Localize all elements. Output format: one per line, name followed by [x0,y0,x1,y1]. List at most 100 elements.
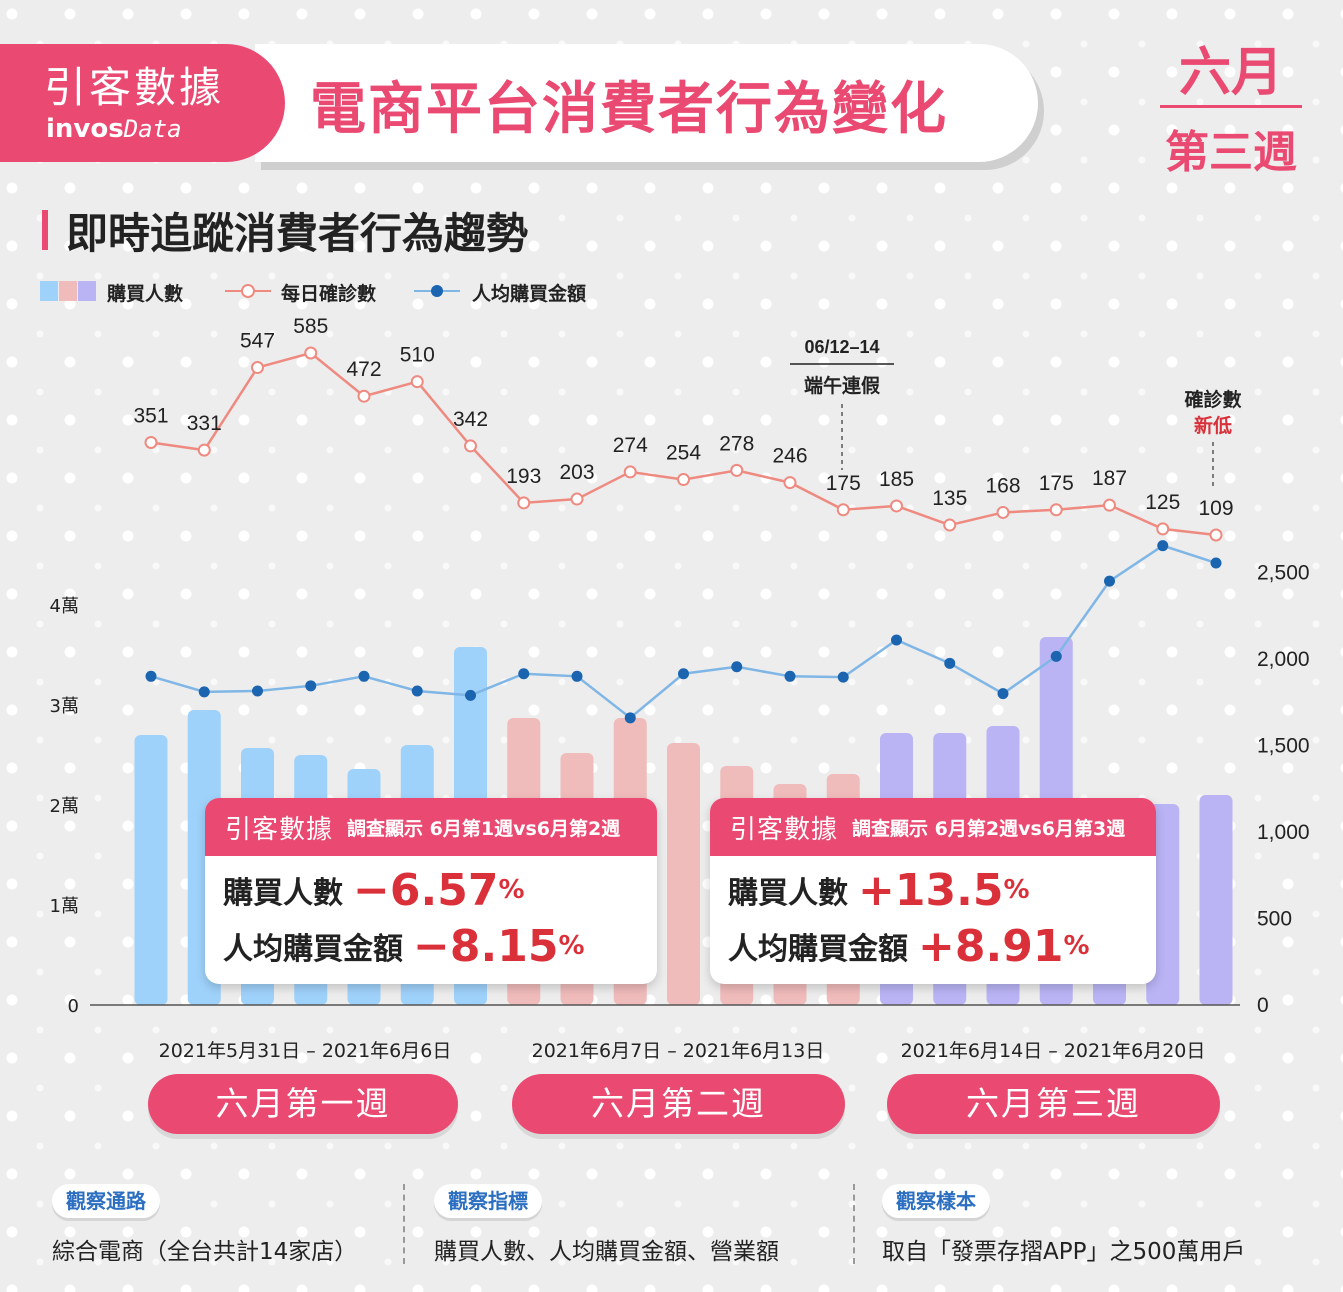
footer-tag-sample: 觀察樣本 [882,1184,990,1218]
stat-row-buyers: 購買人數 +13.5 % [710,862,1156,918]
confirmed-data-label: 193 [506,465,541,488]
stat-box-header: 引客數據 調查顯示 6月第1週vs6月第2週 [205,798,657,856]
footer-divider [403,1184,405,1264]
brand-name-cn: 引客數據 [44,63,225,112]
left-axis-tick: 0 [68,996,79,1017]
avg-spend-point [944,657,956,669]
low-annotation-line1: 確診數 [1184,388,1241,411]
brand-name-data: Data [123,115,182,143]
stat-box-week1-vs-week2: 引客數據 調查顯示 6月第1週vs6月第2週 購買人數 −6.57 % 人均購買… [205,798,657,984]
issue-week: 第三週 [1165,127,1297,178]
avg-spend-point [1050,650,1062,662]
confirmed-data-label: 472 [346,358,381,381]
stat-row-buyers: 購買人數 −6.57 % [205,862,657,918]
confirmed-point [730,463,744,477]
legend-confirmed-swatch [225,284,271,298]
stat-unit: % [498,875,525,905]
confirmed-data-label: 342 [453,408,488,431]
confirmed-data-label: 246 [772,445,807,468]
footer-divider [853,1184,855,1264]
brand-logo: invosData [46,114,182,144]
stat-label: 購買人數 [223,876,343,911]
week3-pill: 六月第三週 [887,1074,1220,1134]
stat-unit: % [1063,931,1090,961]
confirmed-point [197,443,211,457]
right-axis-tick: 1,500 [1257,735,1310,758]
avg-spend-point [837,671,849,683]
stat-box-desc: 調查顯示 6月第1週vs6月第2週 [347,817,621,840]
confirmed-data-label: 125 [1145,491,1180,514]
confirmed-point [464,439,477,453]
week1-pill: 六月第一週 [148,1074,458,1134]
bar-6/10 [667,743,700,1005]
footer-text-sample: 取自「發票存摺APP」之500萬用戶 [882,1239,1246,1265]
confirmed-data-label: 203 [559,461,594,484]
confirmed-data-label: 175 [826,472,861,495]
legend-avg-swatch [414,285,460,297]
confirmed-data-label: 135 [932,487,967,510]
avg-spend-point [305,680,317,692]
confirmed-point [144,435,158,449]
confirmed-data-label: 274 [613,434,648,457]
confirmed-point [943,518,957,532]
right-axis-tick: 2,000 [1257,648,1310,671]
avg-spend-point [1157,540,1169,552]
avg-spend-point [198,686,210,698]
confirmed-data-label: 187 [1092,467,1127,490]
stat-row-avg-spend: 人均購買金額 +8.91 % [710,918,1156,974]
section-marker [42,210,48,250]
right-axis-tick: 500 [1257,908,1292,931]
left-axis-tick: 3萬 [50,696,79,717]
left-axis-tick: 1萬 [50,896,79,917]
avg-spend-point [1210,557,1222,569]
stat-box-week2-vs-week3: 引客數據 調查顯示 6月第2週vs6月第3週 購買人數 +13.5 % 人均購買… [710,798,1156,984]
confirmed-point [623,465,637,479]
issue-divider [1160,105,1302,108]
avg-spend-point [145,670,157,682]
footer-text-metrics: 購買人數、人均購買金額、營業額 [434,1239,779,1265]
stat-label: 人均購買金額 [223,932,403,967]
confirmed-point [570,492,584,506]
avg-spend-point [358,670,370,682]
left-axis-tick: 4萬 [50,596,79,617]
left-axis-tick: 2萬 [50,796,79,817]
confirmed-point [357,389,371,403]
confirmed-data-label: 254 [666,442,701,465]
avg-spend-point [465,689,476,701]
avg-spend-point [784,670,796,682]
avg-spend-point [678,668,689,680]
confirmed-point [1103,498,1116,512]
confirmed-point [517,496,531,510]
bar-5/31 [134,735,168,1005]
confirmed-point [1049,503,1063,517]
confirmed-data-label: 510 [400,344,435,367]
confirmed-point [890,499,903,513]
confirmed-data-label: 585 [293,315,328,338]
stat-value: −6.57 [353,864,499,916]
confirmed-data-label: 168 [985,474,1020,497]
confirmed-data-label: 109 [1198,497,1233,520]
confirmed-data-label: 185 [879,468,914,491]
week3-date-range: 2021年6月14日 – 2021年6月20日 [900,1040,1206,1062]
stat-value: +13.5 [858,864,1004,916]
confirmed-data-label: 278 [719,432,754,455]
issue-month: 六月 [1178,43,1283,103]
avg-spend-point [997,688,1009,700]
stat-box-brand: 引客數據 [225,814,334,845]
avg-spend-point [891,634,902,646]
avg-spend-point [252,685,263,697]
stat-box-header: 引客數據 調查顯示 6月第2週vs6月第3週 [710,798,1156,856]
legend-bars-swatch [40,281,96,301]
legend-avg-label: 人均購買金額 [472,283,587,305]
confirmed-data-label: 351 [133,404,168,427]
right-axis-tick: 0 [1257,994,1269,1017]
stat-row-avg-spend: 人均購買金額 −8.15 % [205,918,657,974]
bar-6/20 [1199,795,1233,1005]
week1-date-range: 2021年5月31日 – 2021年6月6日 [158,1040,452,1062]
confirmed-data-label: 331 [187,412,222,435]
stat-value: −8.15 [413,920,559,972]
stat-box-desc: 調查顯示 6月第2週vs6月第3週 [852,817,1126,840]
footer-tag-metrics: 觀察指標 [434,1184,542,1218]
brand-name-en: invos [46,114,124,144]
week2-date-range: 2021年6月7日 – 2021年6月13日 [531,1040,825,1062]
